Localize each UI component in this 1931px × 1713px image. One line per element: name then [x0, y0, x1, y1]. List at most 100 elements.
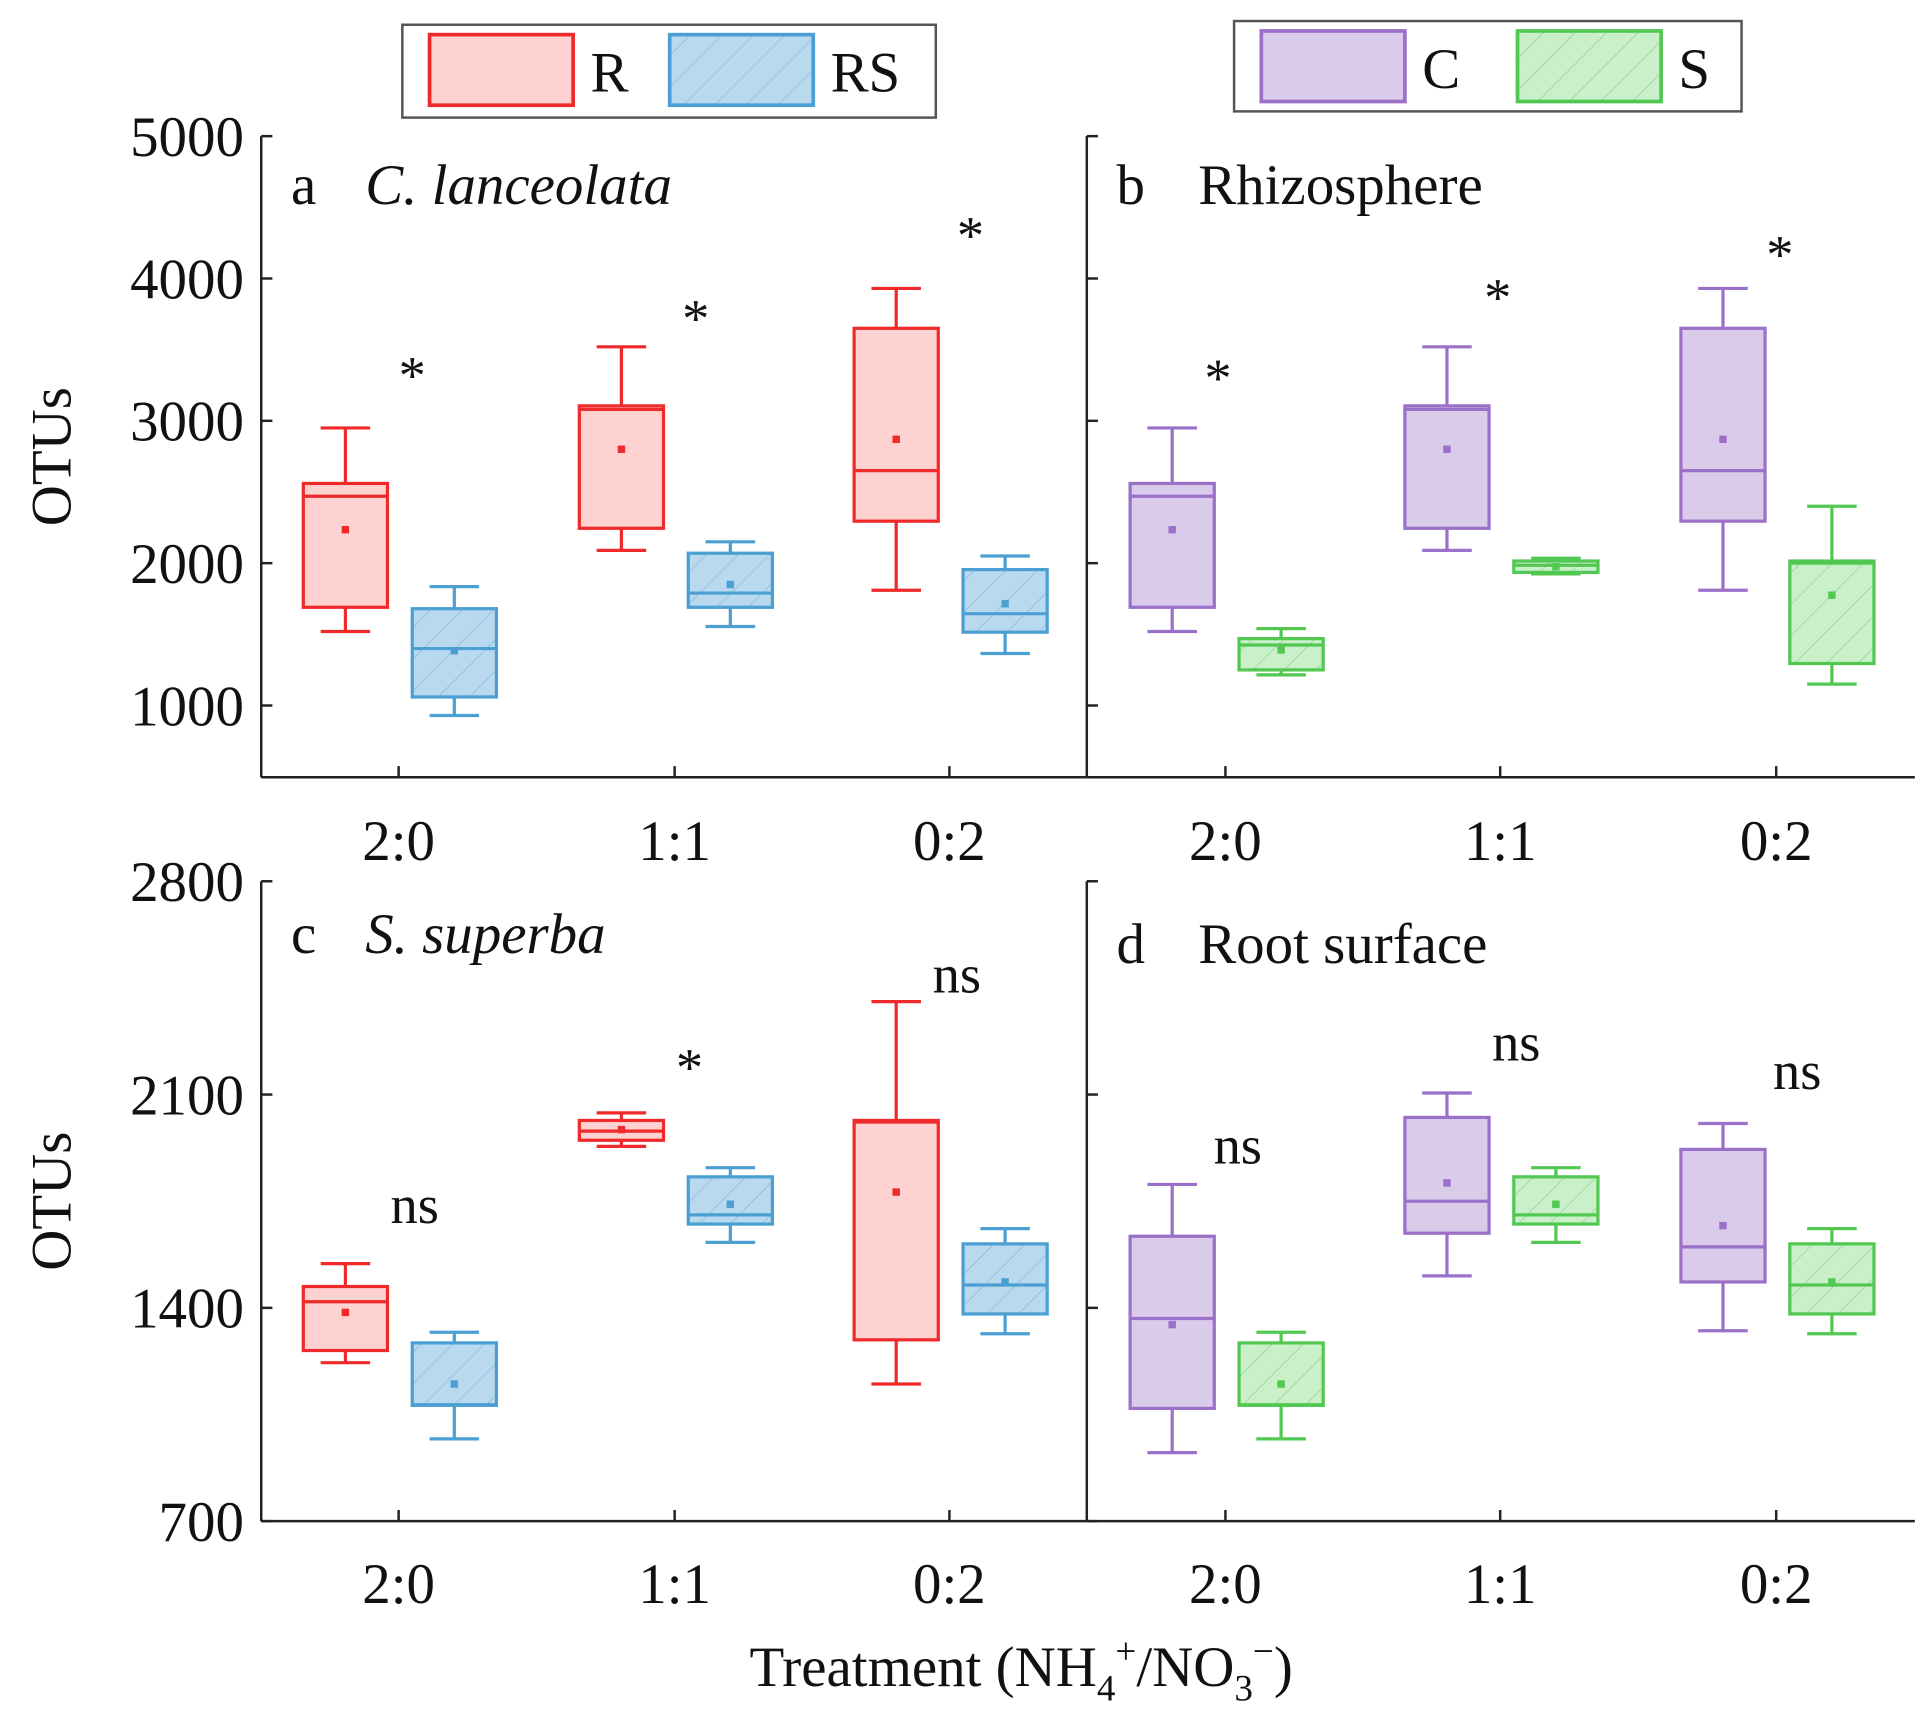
legend-swatch-C	[1259, 29, 1407, 104]
mean-point	[617, 445, 626, 454]
box-iqr	[301, 1284, 390, 1353]
box-RS-2:0	[410, 1330, 499, 1441]
box-iqr	[686, 551, 775, 609]
x-tick-label: 2:0	[1189, 1553, 1262, 1616]
box-iqr	[686, 1175, 775, 1226]
x-tick-label: 1:1	[1464, 810, 1537, 873]
legend-label-R: R	[590, 42, 628, 105]
mean-point	[450, 646, 459, 655]
box-R-1:1	[577, 345, 666, 552]
box-iqr	[1512, 1175, 1600, 1226]
significance-label: ns	[933, 944, 981, 1005]
box-R-2:0	[301, 426, 390, 634]
mean-point	[726, 580, 735, 589]
significance-label: *	[1766, 223, 1793, 284]
y-tick-label: 1400	[130, 1278, 244, 1341]
significance-label: *	[399, 345, 426, 406]
box-R-0:2	[852, 1000, 940, 1386]
legend-label-S: S	[1678, 38, 1710, 101]
box-iqr	[301, 481, 390, 609]
panel-title: C. lanceolata	[365, 154, 672, 217]
box-iqr	[1403, 1115, 1491, 1235]
box-R-2:0	[301, 1262, 390, 1365]
y-tick-label: 5000	[130, 106, 244, 169]
box-RS-2:0	[410, 585, 499, 718]
box-iqr	[577, 404, 666, 530]
mean-point	[1719, 435, 1727, 444]
mean-point	[892, 1188, 900, 1196]
significance-label: ns	[1492, 1012, 1540, 1073]
x-tick-label: 1:1	[1464, 1553, 1537, 1616]
box-RS-1:1	[686, 540, 775, 629]
significance-label: *	[1204, 347, 1231, 408]
box-iqr	[1237, 636, 1325, 672]
box-S-0:2	[1788, 1227, 1876, 1336]
x-tick-label: 1:1	[638, 1553, 711, 1616]
panel-letter: b	[1117, 154, 1145, 217]
mean-point	[1277, 1380, 1285, 1388]
box-iqr	[1403, 404, 1491, 530]
significance-label: *	[682, 288, 709, 349]
box-S-0:2	[1788, 504, 1876, 686]
mean-point	[1443, 445, 1451, 454]
box-iqr	[852, 1118, 940, 1342]
box-S-2:0	[1237, 1330, 1325, 1441]
y-tick-label: 2800	[130, 851, 244, 914]
mean-point	[1001, 1278, 1009, 1286]
x-tick-label: 0:2	[913, 1553, 986, 1616]
mean-point	[1168, 1320, 1176, 1329]
mean-point	[1828, 1278, 1836, 1286]
box-iqr	[1788, 559, 1876, 666]
box-iqr	[1679, 326, 1767, 523]
mean-point	[726, 1200, 735, 1208]
panel-title: Root surface	[1198, 913, 1487, 976]
y-axis-title: OTUs	[21, 387, 84, 526]
mean-point	[1168, 525, 1176, 534]
legend-1: R RS	[401, 23, 938, 119]
box-iqr	[1128, 481, 1216, 609]
mean-point	[1443, 1179, 1451, 1187]
panel-b: 2:0 1:1 0:2b Rhizosphere***	[1085, 134, 1915, 873]
box-R-0:2	[852, 286, 940, 592]
box-S-2:0	[1237, 627, 1325, 677]
panel-letter: d	[1117, 913, 1145, 976]
mean-point	[1277, 646, 1285, 654]
y-tick-label: 2100	[130, 1064, 244, 1127]
box-C-0:2	[1679, 286, 1767, 592]
box-iqr	[1679, 1147, 1767, 1284]
mean-point	[1828, 591, 1836, 599]
y-tick-label: 4000	[130, 248, 244, 311]
x-tick-label: 0:2	[913, 810, 986, 873]
mean-point	[1552, 563, 1560, 571]
box-C-1:1	[1403, 1091, 1491, 1278]
x-tick-label: 0:2	[1740, 810, 1813, 873]
panel-letter: a	[291, 154, 316, 217]
box-RS-1:1	[686, 1166, 775, 1244]
box-RS-0:2	[961, 554, 1049, 656]
legend-swatch-S	[1515, 29, 1663, 104]
x-tick-label: 2:0	[1189, 810, 1262, 873]
box-C-0:2	[1679, 1121, 1767, 1333]
legend-label-C: C	[1422, 38, 1460, 101]
panel-a: 1000 2000 3000 4000 5000 2:0 1:1 0:2 OTUs a C. lan…	[21, 106, 1087, 873]
box-iqr	[410, 1341, 499, 1407]
box-iqr	[852, 326, 940, 523]
significance-label: ns	[1214, 1114, 1262, 1175]
box-R-1:1	[577, 1111, 666, 1148]
mean-point	[1719, 1221, 1727, 1230]
box-S-1:1	[1512, 556, 1600, 576]
significance-label: ns	[1773, 1040, 1821, 1101]
box-S-1:1	[1512, 1166, 1600, 1244]
legend-swatch-R	[427, 32, 576, 108]
panel-letter: c	[291, 903, 316, 966]
y-axis-title: OTUs	[21, 1132, 84, 1271]
mean-point	[892, 435, 900, 444]
significance-label: *	[1484, 267, 1511, 328]
panel-title: S. superba	[365, 903, 605, 966]
significance-label: *	[676, 1036, 703, 1097]
mean-point	[341, 1308, 350, 1317]
significance-label: ns	[391, 1174, 439, 1235]
